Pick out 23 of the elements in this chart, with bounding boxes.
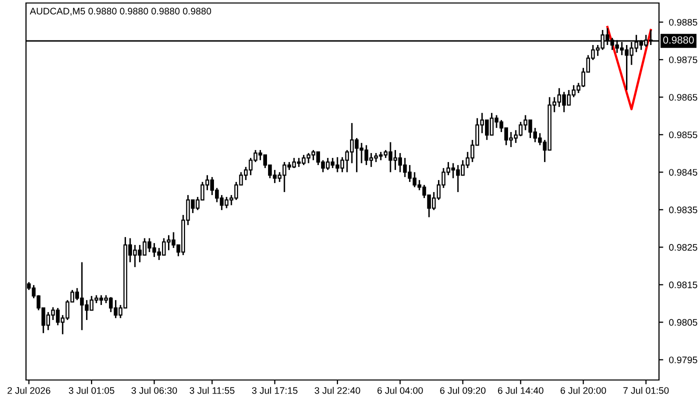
x-tick-label: 2 Jul 2026 <box>8 386 50 394</box>
y-tick-label: 0.9825 <box>669 244 698 251</box>
x-tick-label: 6 Jul 14:40 <box>498 386 544 394</box>
x-tick-label: 3 Jul 22:40 <box>314 386 360 394</box>
x-tick-label: 3 Jul 11:55 <box>190 386 234 394</box>
y-tick-label: 0.9875 <box>669 56 698 64</box>
y-tick-label: 0.9835 <box>669 206 698 214</box>
y-tick-label: 0.9805 <box>669 319 698 326</box>
x-tick-label: 6 Jul 09:20 <box>440 386 486 394</box>
x-tick-label: 6 Jul 20:00 <box>560 386 606 394</box>
x-tick-label: 3 Jul 01:05 <box>68 386 114 394</box>
y-tick-label: 0.9855 <box>669 131 698 138</box>
chart-title: AUDCAD,M5 0.9880 0.9880 0.9880 0.9880 <box>30 8 212 16</box>
x-tick-label: 3 Jul 06:30 <box>131 386 177 394</box>
y-tick-label: 0.9885 <box>669 18 698 26</box>
y-tick-label: 0.9815 <box>669 282 698 288</box>
y-tick-label: 0.9845 <box>669 169 698 176</box>
x-tick-label: 3 Jul 17:15 <box>252 386 298 394</box>
x-tick-label: 6 Jul 04:00 <box>377 386 423 394</box>
x-tick-label: 7 Jul 01:50 <box>623 386 669 394</box>
ref-line-label: 0.9880 <box>663 36 694 44</box>
y-tick-label: 0.9865 <box>669 94 698 101</box>
y-tick-label: 0.9795 <box>669 356 698 364</box>
